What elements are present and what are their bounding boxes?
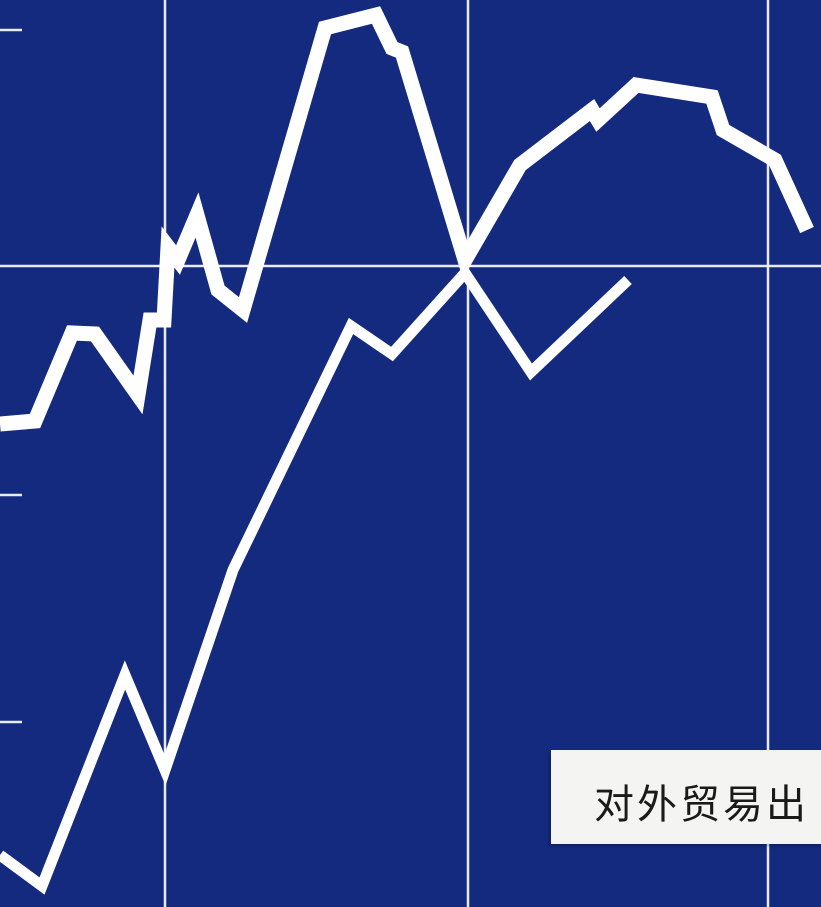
axis-tick-marks — [0, 28, 22, 724]
series-lines — [0, 6, 814, 895]
series-label-text: 对外贸易出 — [594, 782, 809, 828]
series-line-1 — [0, 6, 814, 432]
series-line-2 — [0, 264, 632, 895]
series-label-box: 对外贸易出 — [551, 750, 821, 844]
